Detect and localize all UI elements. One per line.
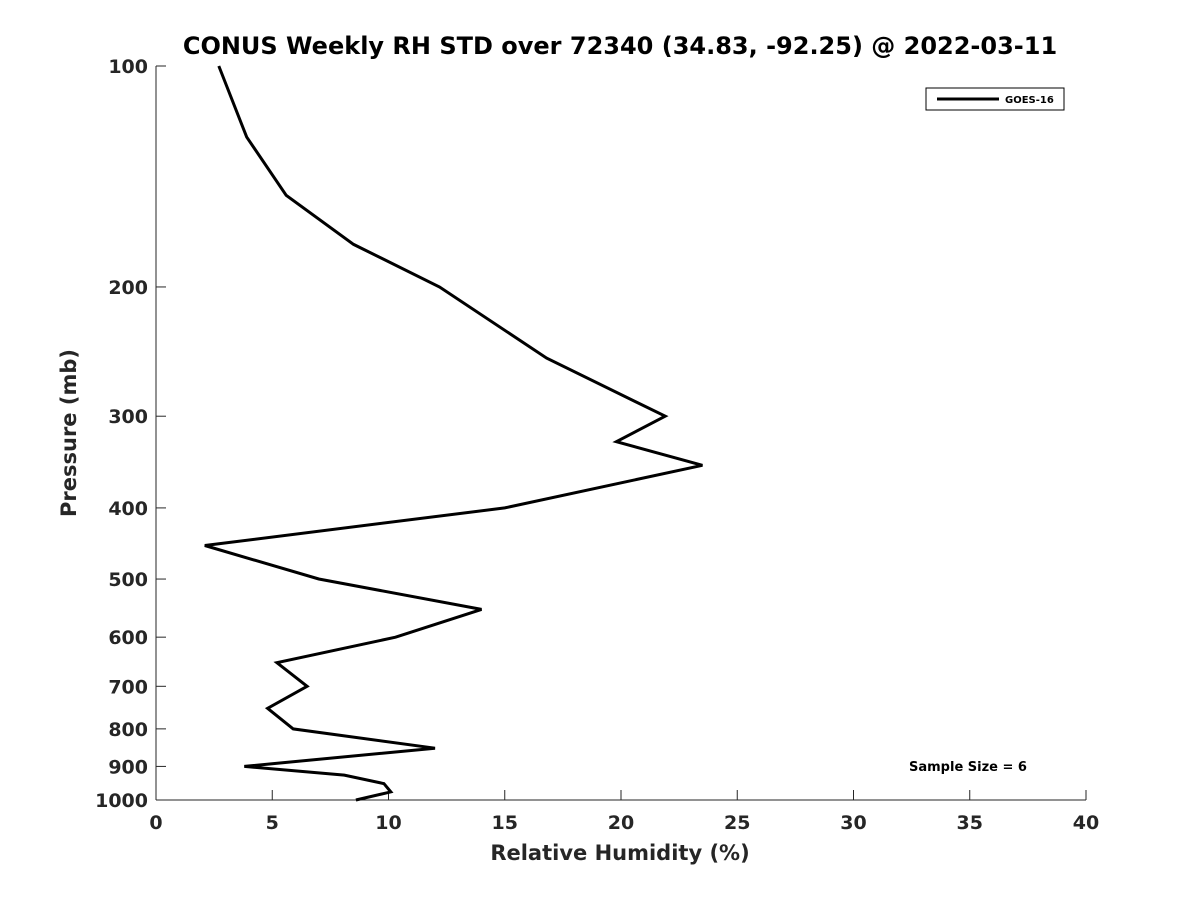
y-tick-label-400: 400: [108, 498, 148, 520]
y-tick-label-800: 800: [108, 719, 148, 741]
x-tick-label-25: 25: [724, 812, 750, 834]
sample-size-annotation: Sample Size = 6: [909, 760, 1027, 775]
x-tick-label-0: 0: [149, 812, 162, 834]
series-line-goes-16: [204, 65, 703, 802]
y-tick-label-100: 100: [108, 56, 148, 78]
y-tick-label-300: 300: [108, 406, 148, 428]
y-tick-label-900: 900: [108, 756, 148, 778]
y-tick-label-200: 200: [108, 277, 148, 299]
y-tick-label-600: 600: [108, 627, 148, 649]
x-tick-label-5: 5: [266, 812, 279, 834]
x-tick-label-15: 15: [492, 812, 518, 834]
x-tick-label-30: 30: [840, 812, 866, 834]
y-tick-label-500: 500: [108, 569, 148, 591]
x-tick-label-20: 20: [608, 812, 634, 834]
x-tick-label-35: 35: [957, 812, 983, 834]
x-axis-label: Relative Humidity (%): [490, 841, 749, 865]
x-tick-label-40: 40: [1073, 812, 1099, 834]
legend-label-goes-16: GOES-16: [1005, 95, 1054, 106]
y-axis-label: Pressure (mb): [57, 349, 81, 517]
y-tick-label-700: 700: [108, 676, 148, 698]
y-tick-label-1000: 1000: [95, 790, 148, 812]
x-tick-label-10: 10: [375, 812, 401, 834]
chart-title: CONUS Weekly RH STD over 72340 (34.83, -…: [183, 32, 1057, 60]
legend: GOES-16: [925, 87, 1065, 111]
